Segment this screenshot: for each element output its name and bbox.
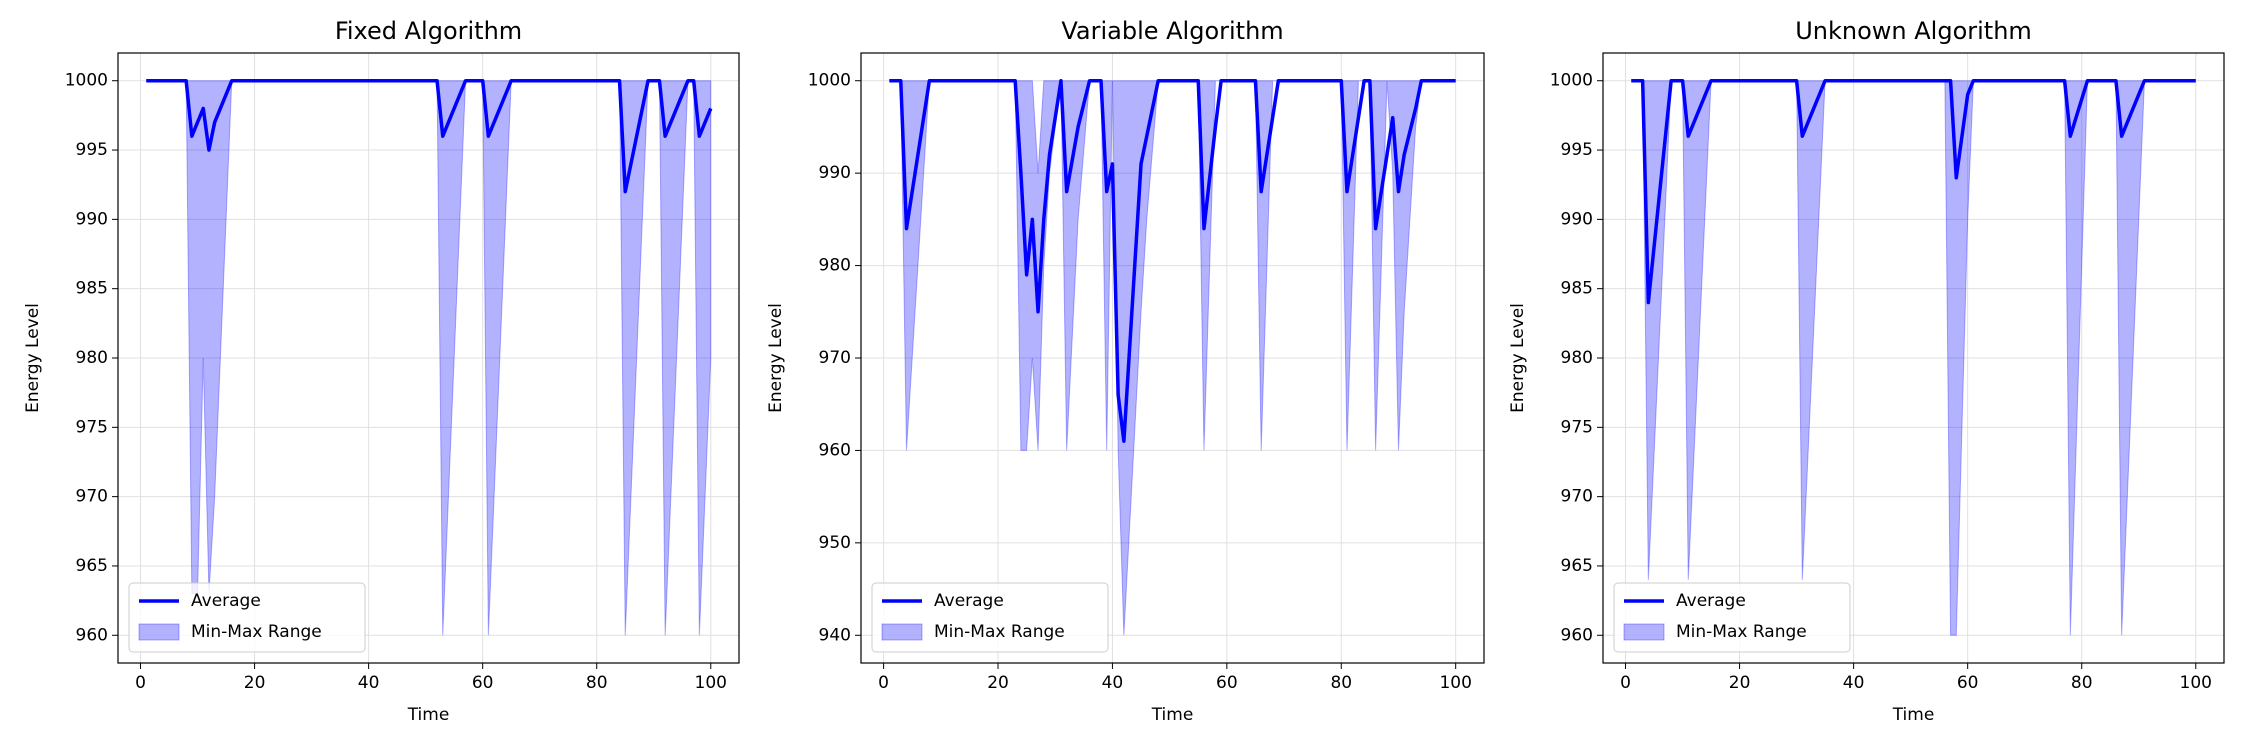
legend-label: Min-Max Range bbox=[191, 622, 322, 642]
y-axis-label: Energy Level bbox=[766, 303, 786, 413]
y-tick-label: 985 bbox=[1561, 279, 1593, 299]
y-tick-label: 965 bbox=[1561, 556, 1593, 576]
legend-box bbox=[871, 582, 1109, 653]
legend-patch bbox=[1623, 623, 1665, 641]
legend-label: Average bbox=[191, 591, 261, 611]
y-tick-label: 1000 bbox=[65, 71, 108, 91]
y-tick-label: 995 bbox=[1561, 140, 1593, 160]
legend-box bbox=[1613, 582, 1851, 653]
y-axis-label: Energy Level bbox=[23, 303, 43, 413]
x-tick-label: 80 bbox=[586, 673, 608, 693]
y-axis-label: Energy Level bbox=[1508, 303, 1528, 413]
y-tick-label: 980 bbox=[1561, 348, 1593, 368]
subplot: Unknown Algorithm 0 20 40 60 80 100 960 965 970 97… bbox=[1508, 17, 2225, 725]
chart-title: Variable Algorithm bbox=[1061, 17, 1283, 45]
x-tick-label: 0 bbox=[1620, 673, 1631, 693]
legend-box bbox=[128, 582, 366, 653]
legend-patch bbox=[138, 623, 180, 641]
x-tick-label: 100 bbox=[2180, 673, 2212, 693]
plot-frame bbox=[117, 52, 740, 664]
y-tick-label: 995 bbox=[76, 140, 108, 160]
y-tick-label: 970 bbox=[819, 348, 851, 368]
subplot: Variable Algorithm 0 20 40 60 80 100 940 950 960 9… bbox=[766, 17, 1485, 725]
y-tick-label: 1000 bbox=[808, 71, 851, 91]
x-tick-label: 20 bbox=[987, 673, 1009, 693]
legend-label: Min-Max Range bbox=[934, 622, 1065, 642]
plot-area bbox=[1631, 78, 2196, 636]
average-line bbox=[1631, 78, 2196, 305]
subplot: Fixed Algorithm 0 20 40 60 80 100 960 965 970 975 9… bbox=[23, 17, 740, 725]
y-tick-label: 950 bbox=[819, 533, 851, 553]
y-tick-label: 990 bbox=[76, 209, 108, 229]
y-tick-label: 970 bbox=[1561, 487, 1593, 507]
y-tick-label: 985 bbox=[76, 279, 108, 299]
y-tick-label: 960 bbox=[819, 440, 851, 460]
plot-area bbox=[889, 78, 1456, 636]
x-tick-label: 60 bbox=[1216, 673, 1238, 693]
x-tick-label: 100 bbox=[1439, 673, 1471, 693]
x-tick-label: 20 bbox=[1729, 673, 1751, 693]
x-axis-label: Time bbox=[1892, 705, 1935, 725]
x-tick-label: 80 bbox=[2071, 673, 2093, 693]
legend-label: Average bbox=[934, 591, 1004, 611]
y-tick-label: 960 bbox=[1561, 625, 1593, 645]
y-tick-label: 975 bbox=[76, 417, 108, 437]
legend-label: Min-Max Range bbox=[1676, 622, 1807, 642]
x-tick-label: 20 bbox=[244, 673, 266, 693]
y-tick-label: 975 bbox=[1561, 417, 1593, 437]
average-line bbox=[146, 78, 713, 194]
chart-title: Fixed Algorithm bbox=[335, 17, 522, 45]
y-tick-label: 965 bbox=[76, 556, 108, 576]
x-tick-label: 60 bbox=[1957, 673, 1979, 693]
x-tick-label: 40 bbox=[1102, 673, 1124, 693]
legend-patch bbox=[881, 623, 923, 641]
x-tick-label: 40 bbox=[358, 673, 380, 693]
plot-area bbox=[146, 78, 713, 636]
x-tick-label: 60 bbox=[472, 673, 494, 693]
x-tick-label: 0 bbox=[878, 673, 889, 693]
y-tick-label: 980 bbox=[76, 348, 108, 368]
x-tick-label: 0 bbox=[135, 673, 146, 693]
y-tick-label: 980 bbox=[819, 256, 851, 276]
chart-title: Unknown Algorithm bbox=[1795, 17, 2032, 45]
y-tick-label: 960 bbox=[76, 625, 108, 645]
plot-frame bbox=[1602, 52, 2225, 664]
y-tick-label: 970 bbox=[76, 487, 108, 507]
x-tick-label: 40 bbox=[1843, 673, 1865, 693]
plot-frame bbox=[860, 52, 1485, 664]
average-line bbox=[889, 78, 1456, 443]
legend-label: Average bbox=[1676, 591, 1746, 611]
y-tick-label: 990 bbox=[1561, 209, 1593, 229]
y-tick-label: 1000 bbox=[1550, 71, 1593, 91]
x-axis-label: Time bbox=[407, 705, 450, 725]
x-tick-label: 80 bbox=[1330, 673, 1352, 693]
y-tick-label: 990 bbox=[819, 163, 851, 183]
y-tick-label: 940 bbox=[819, 625, 851, 645]
x-axis-label: Time bbox=[1151, 705, 1194, 725]
x-tick-label: 100 bbox=[695, 673, 727, 693]
